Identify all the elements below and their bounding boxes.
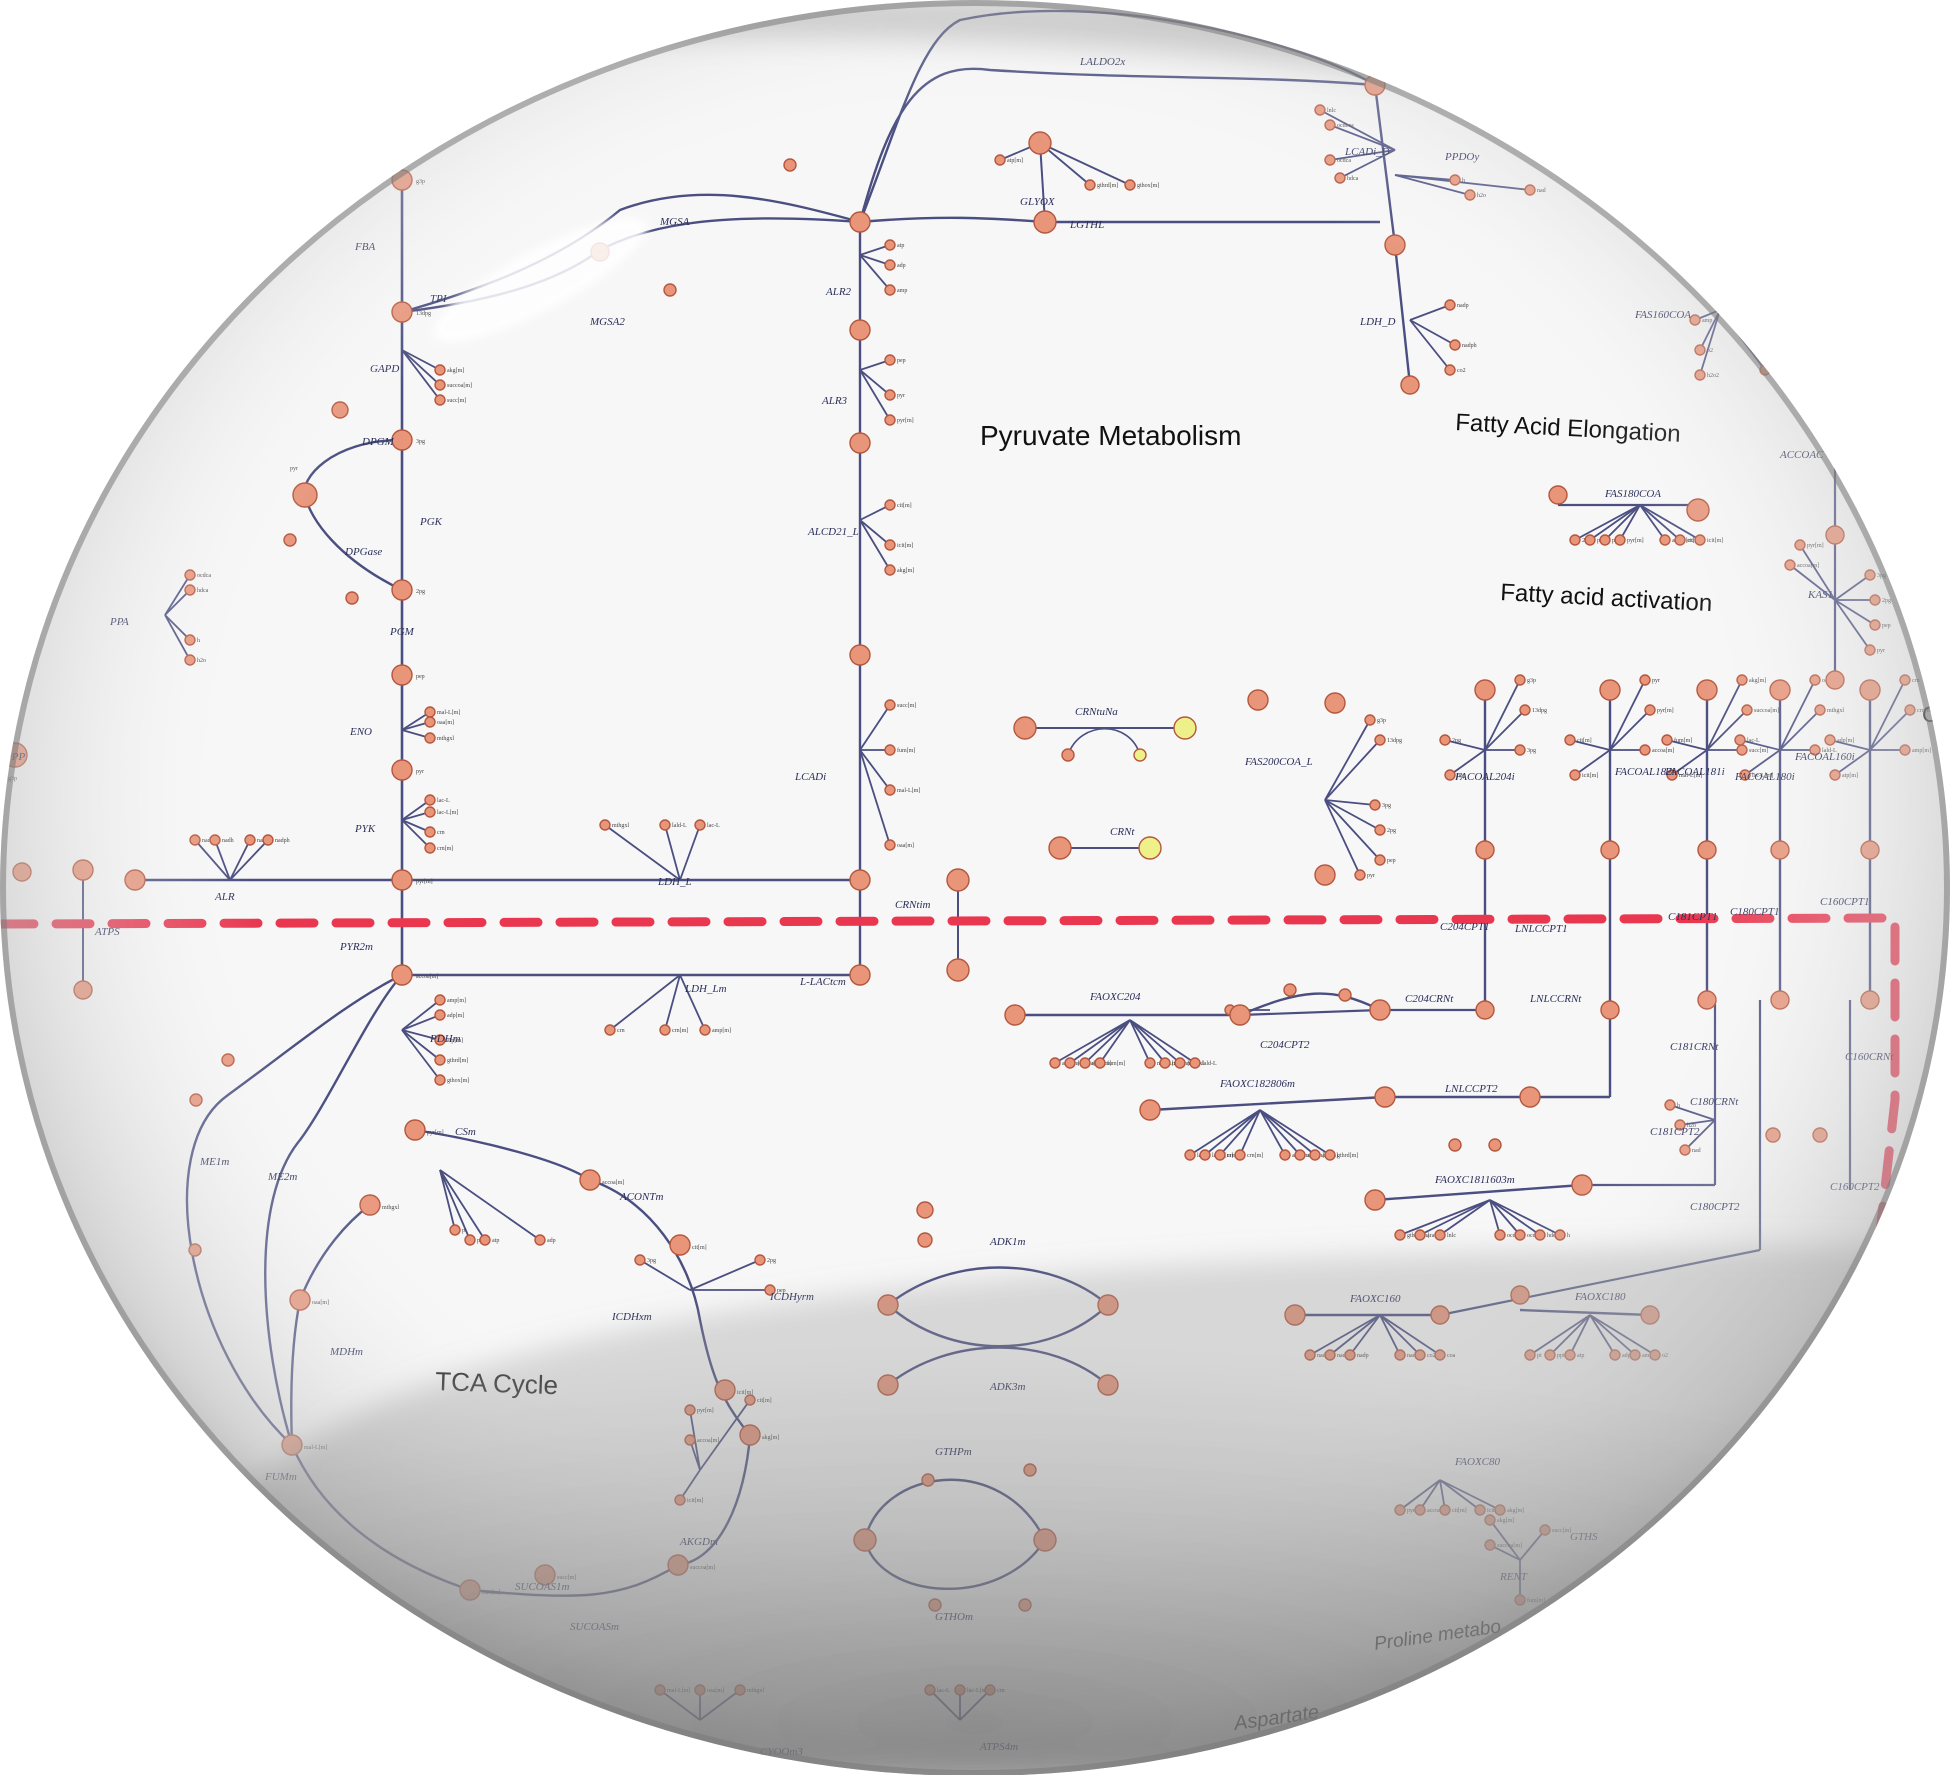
- metabolite-node[interactable]: [1867, 472, 1883, 488]
- metabolite-node[interactable]: [1847, 472, 1863, 488]
- lens-bottom-shadow: [0, 1246, 1950, 1775]
- lens-highlight: [433, 217, 647, 343]
- metabolite-label: 13dpg: [1772, 368, 1787, 374]
- metabolite-node[interactable]: [1754, 334, 1766, 346]
- metabolite-label: g3p: [1767, 338, 1776, 344]
